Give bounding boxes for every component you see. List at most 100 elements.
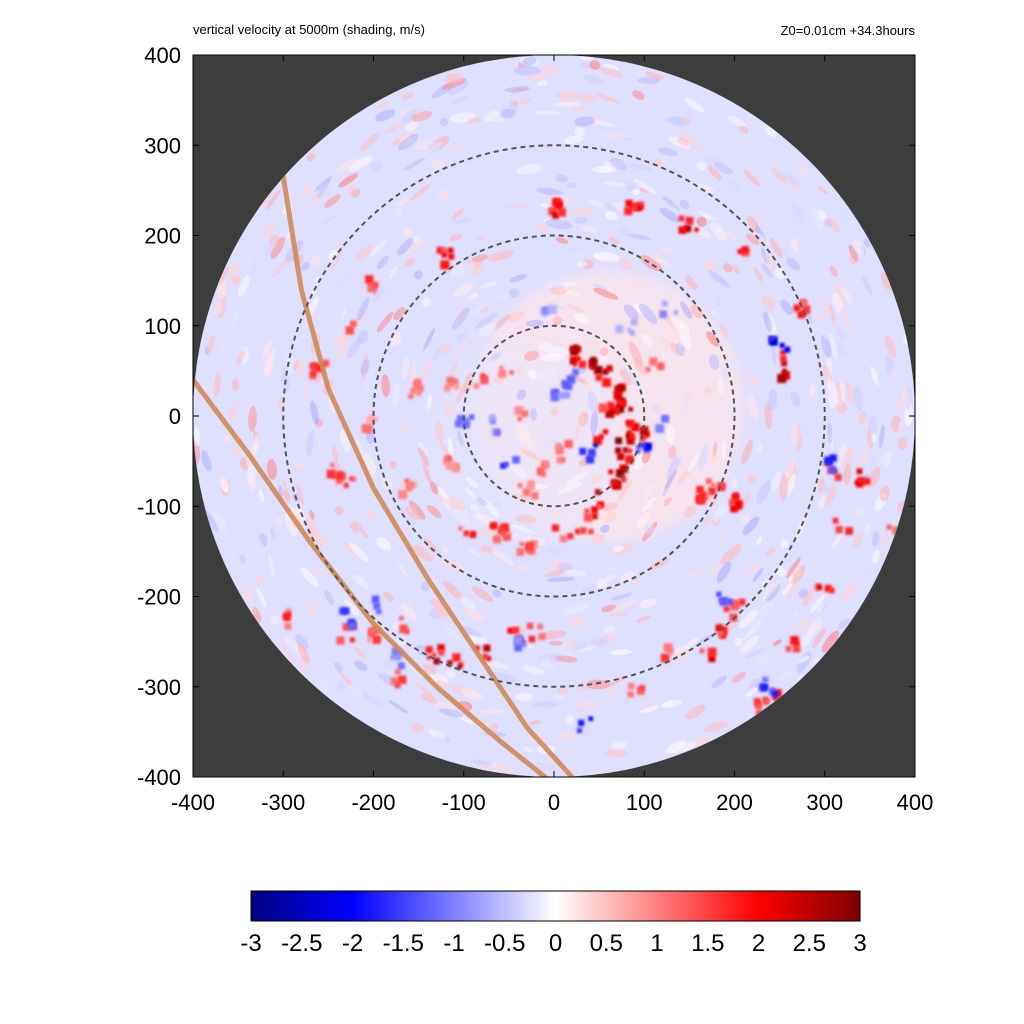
texture-patch bbox=[904, 366, 913, 387]
updraft-cell-pixel bbox=[309, 372, 317, 380]
updraft-cell-pixel bbox=[594, 489, 601, 495]
updraft-cell-pixel bbox=[512, 627, 518, 634]
texture-patch bbox=[756, 479, 772, 505]
texture-patch bbox=[645, 71, 664, 80]
texture-patch bbox=[455, 337, 477, 355]
updraft-cell-pixel bbox=[605, 409, 615, 418]
texture-patch bbox=[432, 700, 456, 710]
texture-patch bbox=[897, 436, 908, 451]
texture-patch bbox=[610, 592, 633, 601]
texture-patch bbox=[666, 424, 676, 444]
downdraft-cell-pixel bbox=[550, 388, 557, 395]
texture-patch bbox=[637, 77, 660, 84]
texture-patch bbox=[353, 646, 367, 660]
texture-patch bbox=[522, 746, 534, 753]
texture-patch bbox=[706, 331, 720, 347]
updraft-cell bbox=[361, 414, 378, 433]
updraft-cell-pixel bbox=[309, 363, 316, 370]
texture-patch bbox=[762, 579, 780, 601]
texture-patch bbox=[563, 603, 590, 614]
texture-patch bbox=[324, 194, 341, 208]
texture-patch bbox=[641, 450, 651, 464]
y-tick-label: -300 bbox=[137, 675, 181, 700]
updraft-cell-pixel bbox=[739, 598, 746, 606]
texture-patch bbox=[599, 347, 609, 357]
texture-patch bbox=[558, 492, 575, 501]
texture-patch bbox=[576, 261, 588, 267]
texture-patch bbox=[741, 439, 753, 465]
texture-patch bbox=[860, 448, 870, 464]
texture-patch bbox=[829, 305, 836, 324]
y-tick-label: 200 bbox=[144, 224, 181, 249]
downdraft-cell-pixel bbox=[512, 456, 520, 464]
updraft-cell-pixel bbox=[517, 416, 522, 422]
texture-patch bbox=[685, 275, 698, 291]
texture-patch bbox=[704, 516, 710, 526]
updraft-cell bbox=[516, 540, 538, 556]
updraft-cell-pixel bbox=[729, 499, 736, 506]
texture-patch bbox=[375, 109, 396, 122]
texture-patch bbox=[685, 704, 707, 720]
downdraft-cell-pixel bbox=[615, 325, 624, 334]
texture-patch bbox=[835, 325, 846, 342]
texture-patch bbox=[437, 189, 449, 201]
x-tick-label: 0 bbox=[548, 790, 560, 815]
texture-patch bbox=[213, 510, 227, 533]
downdraft-cell-pixel bbox=[772, 691, 779, 698]
texture-patch bbox=[605, 686, 620, 693]
updraft-cell-pixel bbox=[398, 489, 407, 499]
texture-patch bbox=[660, 271, 675, 285]
texture-patch bbox=[603, 203, 617, 212]
updraft-cell-pixel bbox=[780, 355, 787, 362]
texture-patch bbox=[533, 368, 559, 379]
texture-patch bbox=[218, 325, 229, 347]
texture-patch bbox=[742, 516, 760, 536]
updraft-cell bbox=[678, 215, 699, 234]
updraft-cell-pixel bbox=[529, 540, 538, 549]
texture-patch bbox=[464, 487, 476, 499]
texture-patch bbox=[779, 441, 787, 467]
texture-patch bbox=[538, 143, 551, 149]
texture-patch bbox=[638, 598, 657, 609]
updraft-cell-pixel bbox=[426, 655, 432, 660]
texture-patch bbox=[369, 239, 387, 258]
y-tick-label: -100 bbox=[137, 494, 181, 519]
texture-patch bbox=[422, 461, 431, 484]
updraft-cell-pixel bbox=[367, 637, 372, 643]
texture-patch bbox=[690, 304, 704, 319]
texture-patch bbox=[786, 257, 800, 271]
updraft-cell-pixel bbox=[498, 369, 507, 378]
downdraft-cell bbox=[489, 414, 501, 437]
updraft-cell-pixel bbox=[452, 466, 460, 473]
texture-patch bbox=[400, 506, 415, 525]
texture-patch bbox=[262, 221, 276, 240]
downdraft-cell bbox=[759, 676, 779, 698]
updraft-cell-pixel bbox=[624, 206, 633, 216]
texture-patch bbox=[436, 680, 452, 689]
texture-patch bbox=[803, 590, 814, 607]
updraft-cell-pixel bbox=[457, 665, 462, 670]
texture-patch bbox=[555, 237, 569, 244]
texture-patch bbox=[604, 573, 617, 581]
texture-patch bbox=[230, 275, 240, 284]
texture-patch bbox=[568, 618, 586, 628]
downdraft-cell-pixel bbox=[659, 310, 668, 319]
downdraft-cell-pixel bbox=[547, 304, 557, 314]
updraft-cell-pixel bbox=[336, 472, 344, 480]
texture-patch bbox=[855, 507, 863, 516]
updraft-cell-pixel bbox=[723, 606, 730, 612]
updraft-cell-pixel bbox=[326, 469, 336, 479]
texture-patch bbox=[575, 686, 591, 692]
texture-patch bbox=[375, 536, 391, 551]
texture-patch bbox=[509, 273, 528, 283]
updraft-cell-pixel bbox=[718, 626, 728, 635]
texture-patch bbox=[394, 208, 403, 217]
texture-patch bbox=[412, 544, 433, 562]
texture-patch bbox=[777, 670, 794, 681]
texture-patch bbox=[404, 257, 415, 268]
updraft-cell-pixel bbox=[717, 482, 726, 490]
colorbar-tick-label: -1.5 bbox=[383, 930, 424, 957]
updraft-cell-pixel bbox=[482, 653, 489, 660]
texture-patch bbox=[267, 554, 275, 578]
updraft-cell-pixel bbox=[446, 376, 455, 385]
